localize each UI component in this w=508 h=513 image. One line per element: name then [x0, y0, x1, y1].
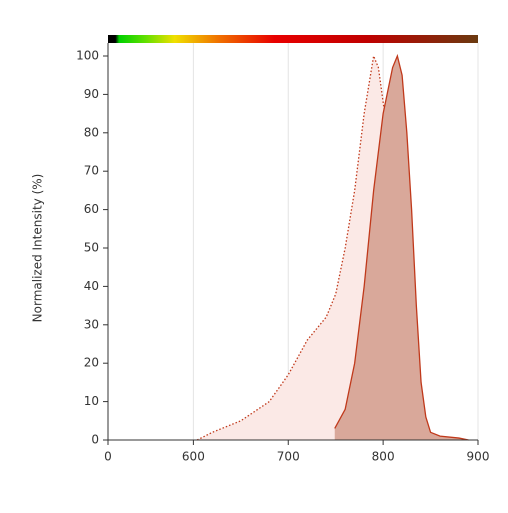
y-tick-label: 50 [84, 241, 99, 255]
y-tick-label: 20 [84, 356, 99, 370]
spectrum-line [334, 53, 469, 441]
y-tick-label: 0 [91, 433, 99, 447]
y-tick-label: 40 [84, 279, 99, 293]
y-axis-label: Normalized Intensity (%) [31, 174, 45, 323]
x-tick-label: 800 [372, 450, 395, 464]
y-tick-label: 10 [84, 394, 99, 408]
y-tick-label: 90 [84, 87, 99, 101]
area-fill [197, 56, 405, 440]
x-tick-label: 0 [104, 450, 112, 464]
area-fill [334, 56, 469, 440]
y-tick-label: 100 [76, 49, 99, 63]
x-tick-label: 900 [467, 450, 490, 464]
y-tick-label: 60 [84, 202, 99, 216]
y-tick-label: 70 [84, 164, 99, 178]
y-tick-label: 30 [84, 317, 99, 331]
wavelength-colorbar [108, 35, 478, 43]
x-tick-label: 700 [277, 450, 300, 464]
y-tick-label: 80 [84, 125, 99, 139]
x-tick-label: 600 [182, 450, 205, 464]
